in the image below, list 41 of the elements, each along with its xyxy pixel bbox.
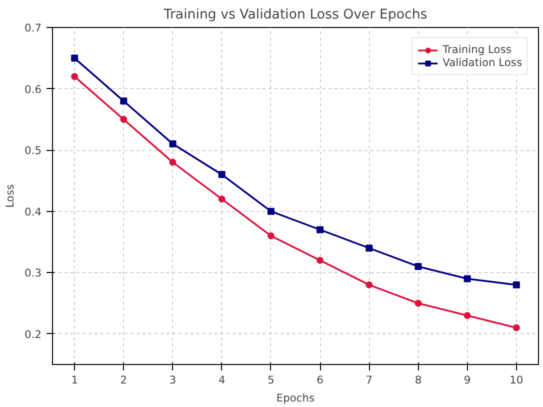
x-tick-label: 6 xyxy=(316,374,324,386)
y-axis-title: Loss xyxy=(4,184,17,208)
point xyxy=(414,262,422,270)
x-tick-label: 2 xyxy=(120,374,128,386)
point xyxy=(218,171,226,178)
x-tick-label: 5 xyxy=(268,374,274,386)
x-tick-label: 9 xyxy=(464,374,471,386)
point xyxy=(120,116,128,123)
legend-label: Training Loss xyxy=(442,43,512,56)
point xyxy=(512,324,520,332)
x-axis-title: Epochs xyxy=(276,392,316,404)
point xyxy=(316,256,324,264)
point xyxy=(267,232,274,240)
point xyxy=(169,140,176,148)
x-tick-label: 1 xyxy=(71,374,78,386)
y-tick-label: 0.2 xyxy=(24,328,42,341)
y-tick-label: 0.6 xyxy=(24,82,42,96)
x-tick-label: 3 xyxy=(169,374,176,386)
point xyxy=(169,158,176,166)
point xyxy=(71,73,78,80)
point xyxy=(366,281,373,288)
y-tick-label: 0.4 xyxy=(24,205,42,218)
point xyxy=(120,98,128,105)
legend-label: Validation Loss xyxy=(442,56,522,69)
chart-title: Training vs Validation Loss Over Epochs xyxy=(162,8,428,22)
point xyxy=(414,300,422,307)
point xyxy=(366,244,373,252)
point xyxy=(316,226,324,234)
point xyxy=(512,281,520,288)
point xyxy=(267,208,274,215)
point xyxy=(464,312,471,319)
x-tick-label: 7 xyxy=(366,374,373,386)
point xyxy=(464,275,471,282)
y-tick-label: 0.7 xyxy=(24,22,42,34)
x-tick-label: 8 xyxy=(414,374,422,386)
point xyxy=(71,54,78,62)
y-tick-label: 0.5 xyxy=(24,144,42,158)
x-tick-label: 4 xyxy=(218,374,226,386)
point xyxy=(218,196,226,203)
y-tick-label: 0.3 xyxy=(24,266,42,280)
x-tick-label: 10 xyxy=(510,374,524,386)
